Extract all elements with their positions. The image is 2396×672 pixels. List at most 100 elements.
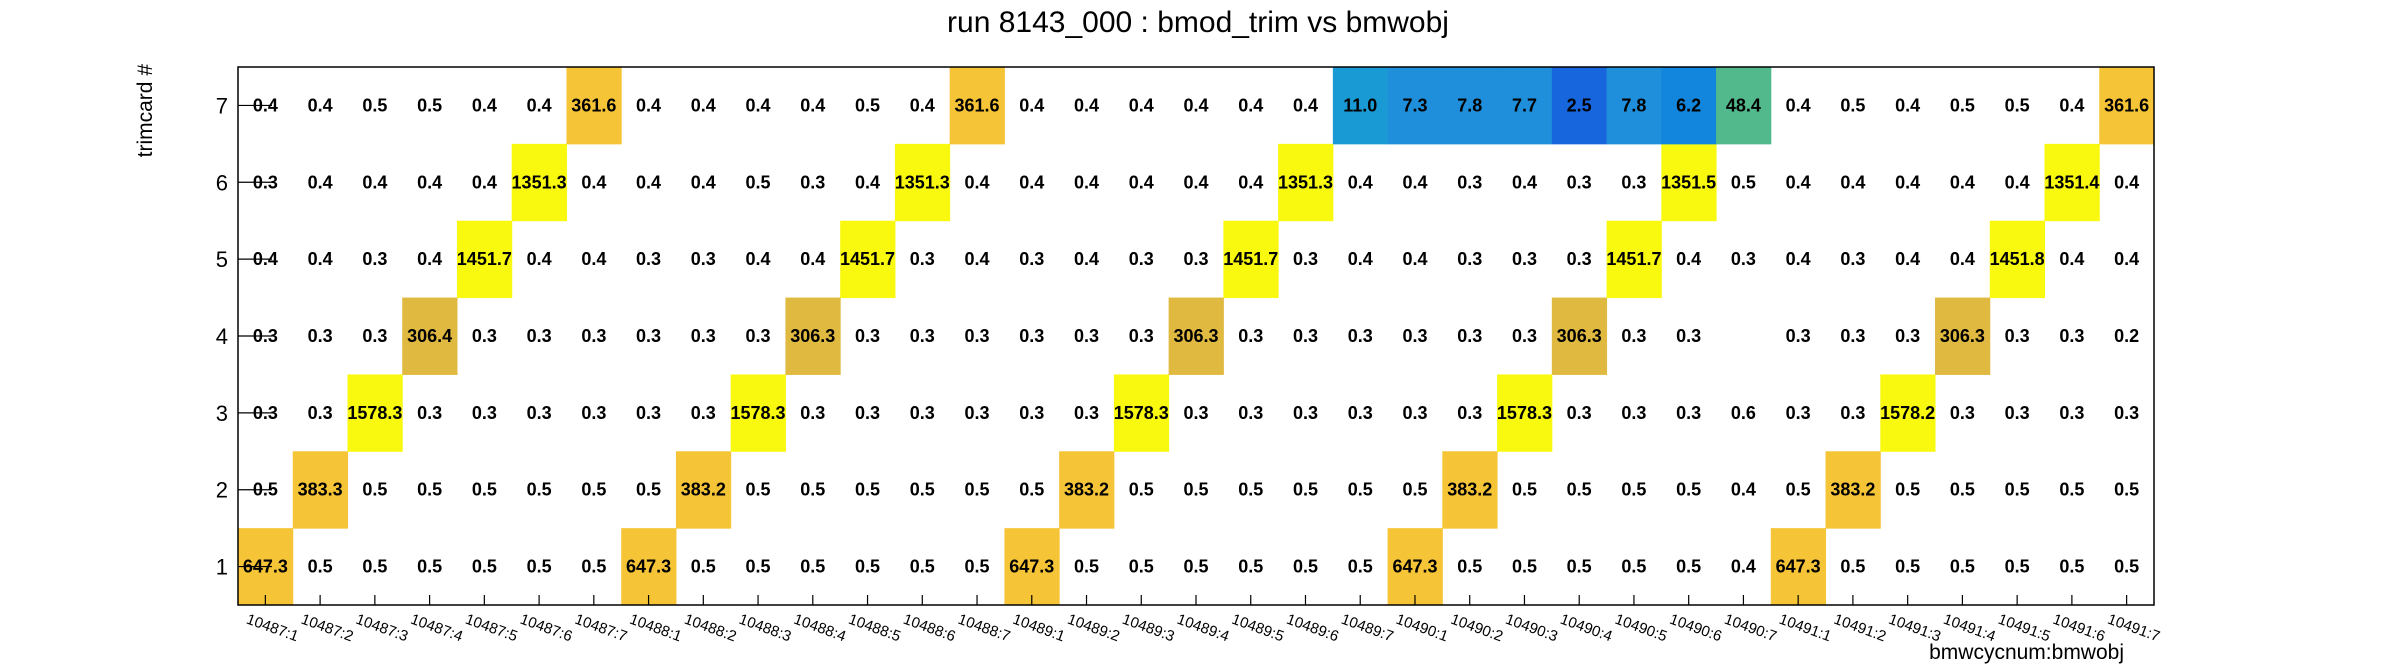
cell-value-label: 0.4 [2005,172,2030,192]
cell-value-label: 0.5 [1676,557,1701,577]
cell-value-label: 1578.3 [1497,403,1552,423]
x-tick-label: 10487:7 [572,611,629,646]
heatmap-cell [1935,297,1991,375]
heatmap-cell [2044,143,2100,222]
heatmap-cell [730,374,786,452]
cell-value-label: 361.6 [2104,95,2149,115]
cell-value-label: 0.3 [1019,249,1044,269]
cell-value-label: 0.4 [472,172,497,192]
cell-value-label: 0.5 [1840,95,1865,115]
cell-value-label: 0.5 [362,480,387,500]
cell-value-label: 0.4 [308,95,333,115]
cell-value-label: 0.3 [1402,403,1427,423]
cell-value-label: 0.5 [1512,557,1537,577]
cell-value-label: 0.3 [1074,403,1099,423]
cell-value-label: 0.4 [1293,95,1318,115]
cell-value-label: 0.3 [2005,326,2030,346]
x-tick-label: 10490:6 [1667,611,1724,646]
heatmap-cell [511,143,567,222]
heatmap-cell [292,451,348,529]
cell-value-label: 1578.2 [1880,403,1935,423]
cell-value-label: 0.5 [1074,557,1099,577]
heatmap-cell [1387,528,1443,606]
y-tick-label: 4 [216,324,228,349]
cell-value-label: 0.3 [1183,249,1208,269]
cell-value-label: 383.2 [1447,480,1492,500]
cell-value-label: 0.3 [691,403,716,423]
cell-value-label: 0.5 [746,480,771,500]
cell-value-label: 0.3 [1238,403,1263,423]
cell-value-label: 1451.7 [457,249,512,269]
cell-value-label: 0.5 [1950,557,1975,577]
cell-value-label: 0.5 [1129,480,1154,500]
cell-value-label: 0.5 [965,557,990,577]
cell-value-label: 383.3 [298,480,343,500]
cell-value-label: 0.5 [1895,480,1920,500]
cell-value-label: 11.0 [1343,95,1377,115]
cell-value-label: 0.3 [1129,326,1154,346]
heatmap-cell [1716,67,1772,145]
cell-value-label: 0.5 [362,95,387,115]
cell-value-label: 0.5 [417,95,442,115]
heatmap-cell [621,528,677,606]
x-tick-label: 10491:1 [1777,611,1834,646]
x-tick-label: 10488:3 [737,611,794,646]
x-tick-label: 10487:2 [299,611,356,646]
cell-value-label: 647.3 [1776,557,1821,577]
cell-value-label: 0.5 [965,480,990,500]
cell-value-label: 0.3 [1840,249,1865,269]
cell-value-label: 0.4 [1786,172,1811,192]
heatmap-cell [1551,67,1608,145]
cell-value-label: 0.3 [1348,326,1373,346]
cell-value-label: 0.4 [1129,95,1154,115]
cell-value-label: 0.4 [1019,172,1044,192]
cell-value-label: 0.4 [2059,95,2084,115]
cell-value-label: 0.3 [1676,403,1701,423]
cell-value-label: 0.3 [1895,326,1920,346]
cell-value-label: 0.3 [1238,326,1263,346]
cell-value-label: 0.5 [581,557,606,577]
x-tick-label: 10488:6 [901,611,958,646]
cell-value-label: 0.3 [581,403,606,423]
cell-value-label: 0.5 [1567,557,1592,577]
cell-value-label: 0.5 [1731,172,1756,192]
cell-value-label: 0.3 [691,249,716,269]
cell-value-label: 0.4 [1512,172,1537,192]
cell-value-label: 0.3 [965,403,990,423]
cell-value-label: 0.3 [527,403,552,423]
x-tick-label: 10488:1 [627,611,684,646]
cell-value-label: 0.3 [1567,403,1592,423]
cell-value-label: 0.5 [527,557,552,577]
cell-value-label: 0.5 [1512,480,1537,500]
cell-value-label: 0.5 [636,480,661,500]
cell-value-label: 0.3 [1457,403,1482,423]
cell-value-label: 0.4 [527,249,552,269]
cell-value-label: 0.4 [417,172,442,192]
cell-value-label: 0.5 [362,557,387,577]
x-tick-label: 10489:5 [1229,611,1286,646]
y-tick-label: 7 [216,93,228,118]
cell-value-label: 0.5 [1129,557,1154,577]
cell-value-label: 383.2 [1830,480,1875,500]
cell-value-label: 306.4 [407,326,452,346]
cell-value-label: 0.3 [1129,249,1154,269]
cell-value-label: 0.5 [1293,557,1318,577]
cell-value-label: 0.5 [855,557,880,577]
heatmap-cells [238,67,2155,606]
heatmap-cell [1825,451,1881,529]
cell-value-label: 48.4 [1726,95,1761,115]
cell-value-label: 0.4 [1183,95,1208,115]
cell-value-label: 1351.4 [2044,172,2099,192]
cell-value-label: 0.3 [1402,326,1427,346]
cell-value-label: 0.4 [1895,172,1920,192]
cell-value-label: 0.4 [581,172,606,192]
cell-value-label: 0.3 [2059,403,2084,423]
cell-value-label: 0.4 [691,95,716,115]
y-axis-label: trimcard # [134,64,157,158]
y-tick-label: 1 [216,555,228,580]
cell-value-label: 0.5 [2059,480,2084,500]
cell-value-label: 0.4 [965,172,990,192]
cell-value-label: 0.3 [1074,326,1099,346]
cell-value-label: 0.4 [1183,172,1208,192]
cell-value-label: 0.3 [636,326,661,346]
